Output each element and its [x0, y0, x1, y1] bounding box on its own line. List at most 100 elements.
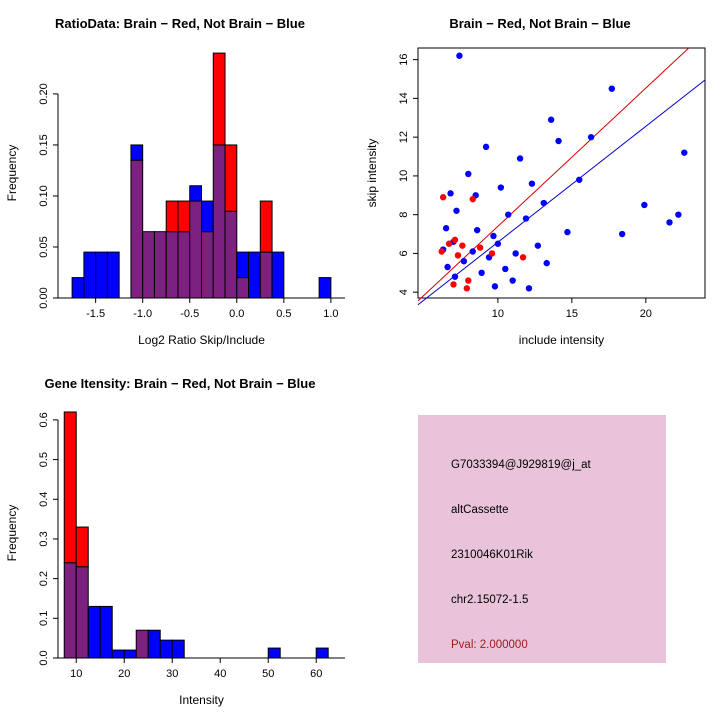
bar-blue	[130, 144, 144, 161]
red-fit-line	[417, 47, 690, 302]
point-blue	[453, 207, 460, 214]
point-blue	[540, 199, 547, 207]
bar-red	[63, 411, 77, 564]
y-tick-label: 0.1	[38, 611, 50, 626]
bar-blue	[267, 647, 281, 659]
x-tick-label: 10	[70, 668, 82, 680]
point-blue	[444, 263, 451, 271]
point-blue	[564, 228, 571, 236]
point-blue	[576, 176, 583, 183]
point-red	[519, 254, 527, 261]
point-blue	[681, 149, 688, 156]
y-axis: 0.0 0.1 0.2 0.3 0.4 0.5 0.6	[38, 412, 59, 666]
point-blue	[451, 273, 459, 280]
y-tick-label: 0.4	[38, 492, 50, 507]
y-tick-label: 0.3	[38, 531, 50, 546]
point-blue	[497, 184, 505, 191]
bar-blue	[71, 277, 85, 299]
y-tick-label: 6	[398, 250, 410, 256]
bar-overlap	[189, 200, 202, 299]
point-blue	[456, 52, 463, 59]
point-blue	[490, 232, 497, 240]
x-axis: -1.5 -1.0 -0.5 0.0 0.5 1.0	[58, 297, 345, 320]
y-tick-label: 0.05	[38, 236, 50, 257]
bar-overlap	[236, 277, 250, 299]
intensity-scatter-chart: 10 15 20 4 6 8 10 12 14 16 include intensity skip i…	[365, 47, 706, 347]
point-blue	[460, 257, 468, 265]
intensity-scatter-panel: Brain − Red, Not Brain − Blue 10 15 20 4 6 8 1…	[360, 0, 720, 360]
y-axis-label: Frequency	[5, 145, 19, 202]
point-blue	[502, 265, 509, 273]
bar-red	[165, 200, 179, 233]
bar-red	[212, 52, 226, 146]
bar-overlap	[201, 231, 214, 299]
point-blue	[478, 269, 485, 277]
y-tick-label: 0.20	[38, 83, 50, 104]
x-tick-label: 20	[640, 308, 652, 320]
bar-blue	[106, 251, 120, 299]
bar-blue	[99, 605, 113, 659]
gene-symbol-text: 2310046K01Rik	[451, 549, 533, 561]
point-blue	[469, 248, 476, 255]
x-axis-label: Intensity	[179, 693, 224, 707]
y-tick-label: 0.6	[38, 412, 50, 427]
bar-blue	[201, 200, 214, 233]
bar-blue	[147, 629, 161, 659]
bar-blue	[83, 251, 97, 299]
point-red	[469, 195, 476, 203]
point-red	[451, 236, 459, 244]
point-red	[450, 281, 457, 288]
bar-blue	[95, 251, 108, 299]
point-blue	[509, 277, 516, 284]
gene-info-box: G7033394@J929819@j_at altCassette 231004…	[418, 415, 666, 663]
point-blue	[494, 240, 502, 247]
fit-lines	[417, 47, 706, 306]
y-tick-label: 0.00	[38, 287, 50, 308]
y-tick-label: 0.15	[38, 134, 50, 155]
bar-overlap	[75, 566, 89, 659]
histogram-bars	[71, 52, 332, 299]
x-tick-label: 0.5	[276, 308, 291, 320]
bar-overlap	[153, 231, 167, 299]
intensity-scatter-title: Brain − Red, Not Brain − Blue	[449, 16, 631, 31]
point-blue	[512, 250, 519, 257]
x-tick-label: -1.5	[86, 308, 105, 320]
bar-red	[177, 200, 191, 233]
point-red	[465, 277, 472, 284]
bar-blue	[271, 251, 285, 299]
point-red	[445, 240, 453, 247]
bar-blue	[87, 605, 101, 659]
bar-overlap	[224, 210, 238, 299]
bar-red	[75, 526, 89, 568]
y-tick-label: 0.2	[38, 571, 50, 586]
locus-text: chr2.15072-1.5	[451, 594, 529, 606]
x-tick-label: 15	[566, 308, 578, 320]
bar-overlap	[63, 562, 77, 659]
point-red	[454, 252, 462, 259]
point-blue	[447, 190, 454, 197]
point-red	[438, 248, 445, 255]
bar-blue	[236, 251, 250, 279]
info-panel: G7033394@J929819@j_at altCassette 231004…	[360, 360, 720, 720]
point-red	[439, 194, 447, 201]
point-red	[488, 250, 496, 257]
probe-id-text: G7033394@J929819@j_at	[451, 459, 591, 471]
bar-overlap	[259, 251, 273, 299]
bar-red	[259, 200, 273, 253]
point-blue	[587, 133, 595, 141]
x-tick-label: 20	[118, 668, 130, 680]
point-blue	[534, 242, 542, 249]
point-blue	[491, 283, 499, 290]
x-tick-label: 10	[492, 308, 504, 320]
point-blue	[528, 180, 536, 187]
point-blue	[641, 201, 648, 209]
ratio-histogram-panel: RatioData: Brain − Red, Not Brain − Blue…	[0, 0, 360, 360]
point-blue	[608, 85, 615, 92]
x-tick-label: 0.0	[229, 308, 244, 320]
point-blue	[465, 170, 472, 178]
bar-blue	[123, 649, 137, 659]
point-red	[476, 244, 484, 251]
y-axis: 4 6 8 10 12 14 16	[398, 54, 418, 295]
bar-overlap	[130, 159, 144, 299]
